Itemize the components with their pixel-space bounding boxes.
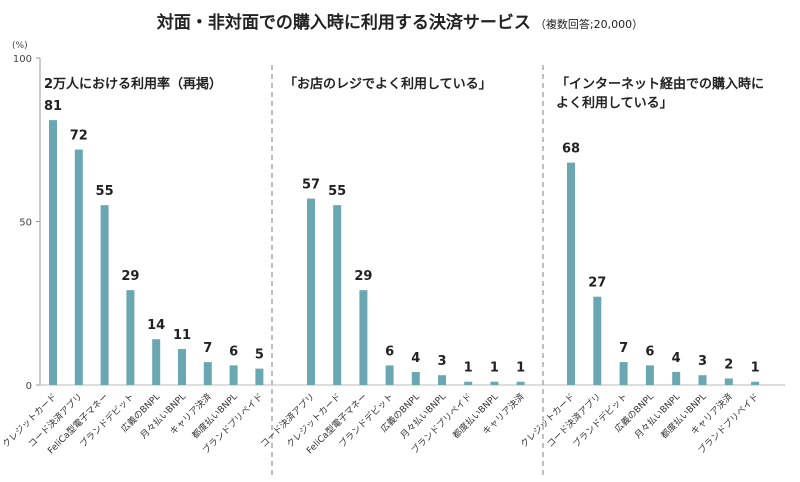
data-label: 29 xyxy=(121,269,139,284)
data-label: 14 xyxy=(147,318,165,333)
bar xyxy=(619,362,628,385)
bar xyxy=(178,349,186,385)
data-label: 55 xyxy=(96,184,114,199)
data-label: 7 xyxy=(203,341,212,356)
y-tick-label: 50 xyxy=(19,218,32,229)
bar xyxy=(385,365,394,385)
y-tick-label: 100 xyxy=(13,54,32,65)
panel-title: よく利用している」 xyxy=(556,95,673,111)
data-label: 6 xyxy=(645,344,654,359)
panel-title: 「お店のレジでよく利用している」 xyxy=(284,76,492,92)
bar xyxy=(464,381,473,385)
data-label: 3 xyxy=(437,354,446,369)
data-label: 4 xyxy=(672,351,681,366)
data-label: 1 xyxy=(464,361,473,376)
bar xyxy=(645,365,654,385)
category-label: 月々払いBNPL xyxy=(632,391,682,441)
data-label: 81 xyxy=(44,99,62,114)
bar xyxy=(255,368,264,385)
data-label: 72 xyxy=(70,129,88,144)
category-label: 都度払いBNPL xyxy=(450,391,500,441)
bar xyxy=(751,381,760,385)
data-label: 6 xyxy=(385,344,394,359)
y-tick-label: 0 xyxy=(26,381,32,392)
data-label: 27 xyxy=(588,276,606,291)
data-label: 5 xyxy=(255,348,264,363)
data-label: 57 xyxy=(302,178,320,193)
data-label: 1 xyxy=(516,361,525,376)
data-label: 4 xyxy=(411,351,420,366)
data-label: 2 xyxy=(724,357,733,372)
bar xyxy=(203,362,212,385)
y-unit-label: (%) xyxy=(12,41,28,51)
data-label: 6 xyxy=(229,344,238,359)
bar xyxy=(100,205,109,385)
bar xyxy=(229,365,238,385)
bar xyxy=(567,162,575,385)
bar xyxy=(49,120,57,385)
data-label: 55 xyxy=(328,184,346,199)
panel-title: 2万人における利用率（再掲） xyxy=(44,76,222,92)
bar xyxy=(152,339,161,385)
bar xyxy=(672,371,681,385)
data-label: 1 xyxy=(751,361,760,376)
category-label: 都度払いBNPL xyxy=(658,391,708,441)
bar xyxy=(438,375,446,385)
bar xyxy=(724,378,733,385)
chart-subtitle: （複数回答;20,000） xyxy=(534,18,644,31)
data-label: 3 xyxy=(698,354,707,369)
bar xyxy=(516,381,525,385)
data-label: 68 xyxy=(562,142,580,157)
bar xyxy=(307,198,315,385)
bar xyxy=(490,381,499,385)
panel-title: 「インターネット経由での購入時に xyxy=(556,76,764,92)
data-label: 29 xyxy=(354,269,372,284)
chart-title: 対面・非対面での購入時に利用する決済サービス xyxy=(156,13,531,33)
bar xyxy=(126,290,135,385)
data-label: 11 xyxy=(173,328,191,343)
bar xyxy=(359,290,368,385)
bar xyxy=(593,296,602,385)
data-label: 1 xyxy=(490,361,499,376)
bar xyxy=(333,205,342,385)
bar xyxy=(74,149,83,385)
category-label: 月々払いBNPL xyxy=(398,391,448,441)
data-label: 7 xyxy=(619,341,628,356)
bar xyxy=(698,375,707,385)
bar xyxy=(411,371,420,385)
chart-title-row: 対面・非対面での購入時に利用する決済サービス （複数回答;20,000） xyxy=(0,8,800,33)
